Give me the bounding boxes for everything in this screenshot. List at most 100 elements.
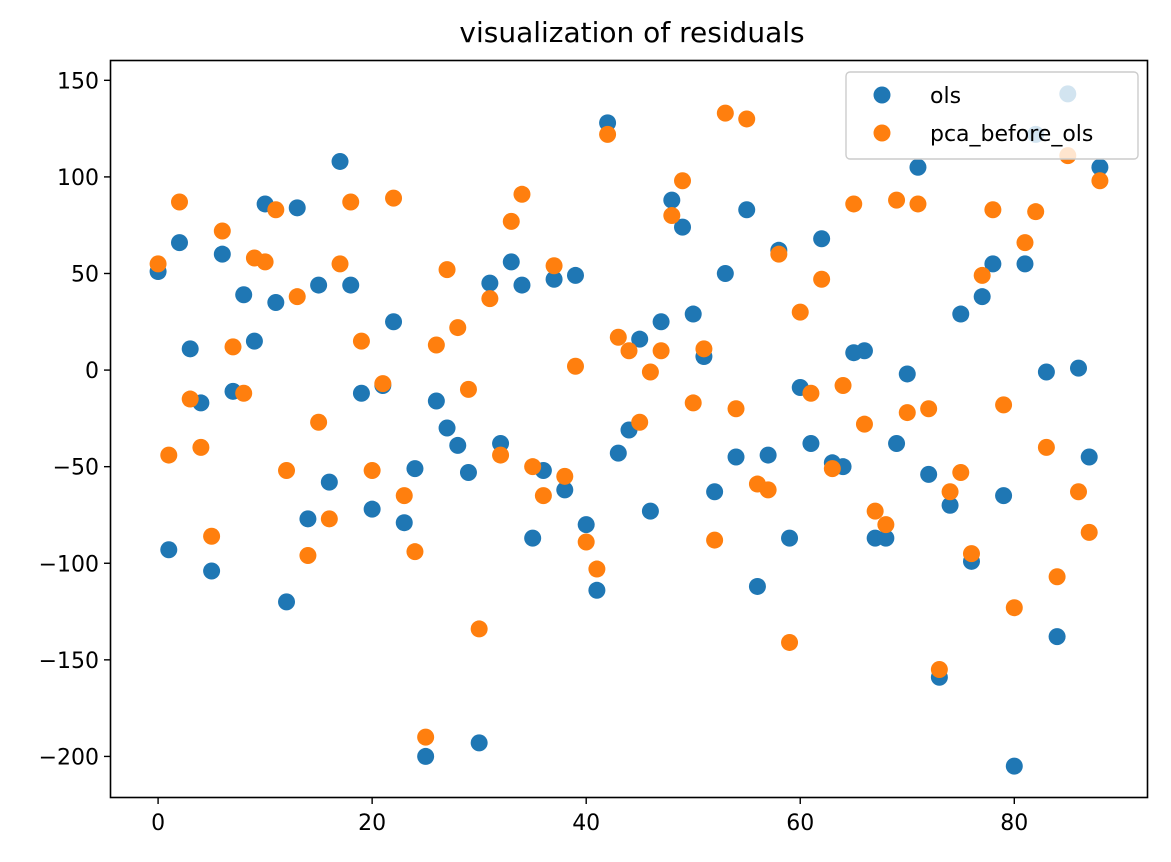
pca-before-ols-point xyxy=(770,245,788,263)
pca-before-ols-point xyxy=(545,257,563,275)
series-ols xyxy=(149,85,1109,775)
legend-label-ols: ols xyxy=(930,84,961,109)
legend-marker-ols xyxy=(873,86,891,104)
pca-before-ols-point xyxy=(1016,234,1034,252)
ols-point xyxy=(459,463,477,481)
ols-point xyxy=(1005,757,1023,775)
pca-before-ols-point xyxy=(513,185,531,203)
ols-point xyxy=(652,313,670,331)
y-tick-label: −100 xyxy=(39,552,99,577)
ols-point xyxy=(203,562,221,580)
y-tick-label: −150 xyxy=(39,649,99,674)
ols-point xyxy=(363,500,381,518)
pca-before-ols-point xyxy=(481,290,499,308)
x-tick-label: 60 xyxy=(786,811,814,836)
pca-before-ols-point xyxy=(342,193,360,211)
pca-before-ols-point xyxy=(599,125,617,143)
pca-before-ols-point xyxy=(984,201,1002,219)
y-axis: 150 100 50 0 −50 −100 −150 −200 xyxy=(39,69,111,770)
pca-before-ols-point xyxy=(213,222,231,240)
ols-point xyxy=(663,191,681,209)
ols-point xyxy=(235,286,253,304)
pca-before-ols-point xyxy=(588,560,606,578)
ols-point xyxy=(759,446,777,464)
pca-before-ols-point xyxy=(363,462,381,480)
pca-before-ols-point xyxy=(609,328,627,346)
ols-point xyxy=(984,255,1002,273)
y-tick-label: 50 xyxy=(71,262,99,287)
series-pca-before-ols xyxy=(149,104,1109,746)
ols-point xyxy=(855,342,873,360)
ols-point xyxy=(566,266,584,284)
ols-point xyxy=(1080,448,1098,466)
pca-before-ols-point xyxy=(652,342,670,360)
ols-point xyxy=(802,434,820,452)
y-tick-label: 150 xyxy=(57,69,99,94)
pca-before-ols-point xyxy=(160,446,178,464)
ols-point xyxy=(1070,359,1088,377)
ols-point xyxy=(588,581,606,599)
ols-point xyxy=(674,218,692,236)
ols-point xyxy=(727,448,745,466)
pca-before-ols-point xyxy=(310,413,328,431)
ols-point xyxy=(631,330,649,348)
pca-before-ols-point xyxy=(866,502,884,520)
ols-point xyxy=(299,510,317,528)
pca-before-ols-point xyxy=(855,415,873,433)
legend-marker-pca-before-ols xyxy=(873,124,891,142)
ols-point xyxy=(888,434,906,452)
pca-before-ols-point xyxy=(759,481,777,499)
chart-title: visualization of residuals xyxy=(459,16,804,49)
pca-before-ols-point xyxy=(920,400,938,418)
y-tick-label: −50 xyxy=(53,456,99,481)
pca-before-ols-point xyxy=(502,212,520,230)
ols-point xyxy=(973,288,991,306)
ols-point xyxy=(245,332,263,350)
pca-before-ols-point xyxy=(631,413,649,431)
pca-before-ols-point xyxy=(577,533,595,551)
legend: ols pca_before_ols xyxy=(845,71,1139,160)
pca-before-ols-point xyxy=(256,253,274,271)
ols-point xyxy=(738,201,756,219)
ols-point xyxy=(481,274,499,292)
pca-before-ols-point xyxy=(331,255,349,273)
ols-point xyxy=(310,276,328,294)
ols-point xyxy=(952,305,970,323)
ols-point xyxy=(470,734,488,752)
pca-before-ols-point xyxy=(909,195,927,213)
pca-before-ols-point xyxy=(192,438,210,456)
pca-before-ols-point xyxy=(823,460,841,478)
pca-before-ols-point xyxy=(973,266,991,284)
ols-point xyxy=(609,444,627,462)
ols-point xyxy=(524,529,542,547)
ols-point xyxy=(716,264,734,282)
y-tick-label: 0 xyxy=(85,359,99,384)
ols-point xyxy=(748,577,766,595)
ols-point xyxy=(395,514,413,532)
ols-point xyxy=(556,481,574,499)
ols-point xyxy=(449,436,467,454)
pca-before-ols-point xyxy=(470,620,488,638)
pca-before-ols-point xyxy=(727,400,745,418)
pca-before-ols-point xyxy=(791,303,809,321)
pca-before-ols-point xyxy=(941,483,959,501)
pca-before-ols-point xyxy=(738,110,756,128)
pca-before-ols-point xyxy=(898,404,916,422)
pca-before-ols-point xyxy=(449,319,467,337)
pca-before-ols-point xyxy=(235,384,253,402)
y-tick-label: −200 xyxy=(39,745,99,770)
pca-before-ols-point xyxy=(395,487,413,505)
pca-before-ols-point xyxy=(813,270,831,288)
pca-before-ols-point xyxy=(802,384,820,402)
x-tick-label: 20 xyxy=(358,811,386,836)
pca-before-ols-point xyxy=(492,446,510,464)
ols-point xyxy=(213,245,231,263)
pca-before-ols-point xyxy=(1070,483,1088,501)
ols-point xyxy=(427,392,445,410)
pca-before-ols-point xyxy=(1091,172,1109,190)
pca-before-ols-point xyxy=(459,380,477,398)
pca-before-ols-point xyxy=(427,336,445,354)
ols-point xyxy=(1037,363,1055,381)
pca-before-ols-point xyxy=(374,375,392,393)
